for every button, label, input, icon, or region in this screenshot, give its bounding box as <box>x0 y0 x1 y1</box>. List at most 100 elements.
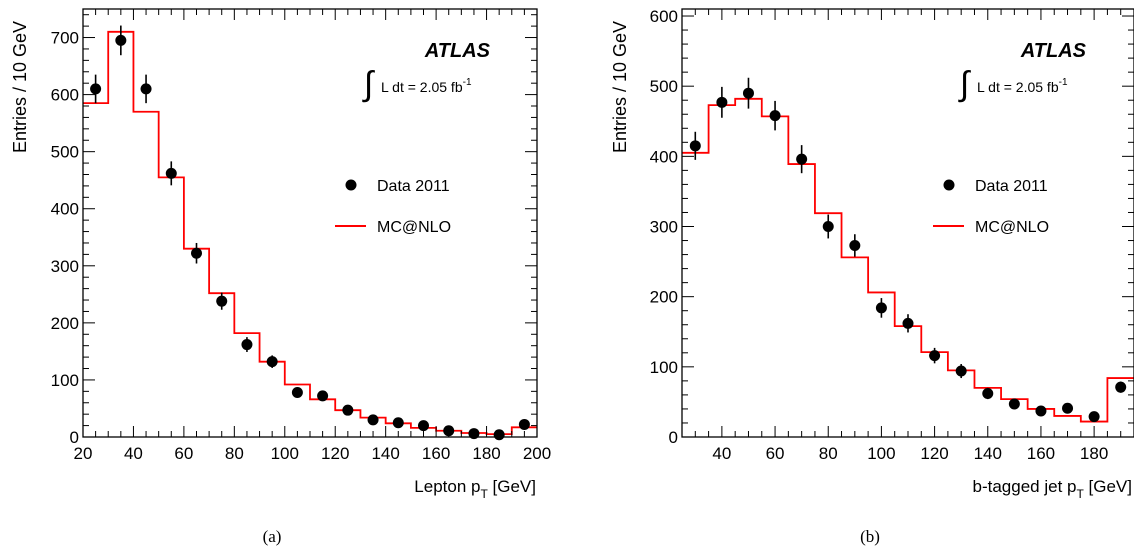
xlabel-b-sub: T <box>1076 487 1084 501</box>
data-point-b <box>1008 398 1020 410</box>
panel-label-a: (a) <box>263 527 282 546</box>
legend-data-marker-b <box>943 179 955 191</box>
data-point-b <box>689 140 701 152</box>
data-point-a <box>367 414 379 426</box>
xlabel-b-main: b-tagged jet p <box>973 477 1077 496</box>
x-tick-label-b: 120 <box>920 444 948 463</box>
lumi-text-a: L dt = 2.05 fb-1 <box>381 77 472 95</box>
y-tick-label-a: 700 <box>51 29 79 48</box>
data-point-b <box>742 87 754 99</box>
x-tick-label-a: 80 <box>225 444 244 463</box>
y-tick-label-b: 300 <box>650 218 678 237</box>
experiment-label-b: ATLAS <box>1020 40 1087 62</box>
xlabel-b: b-tagged jet pT [GeV] <box>973 477 1133 501</box>
x-tick-label-b: 80 <box>819 444 838 463</box>
data-point-b <box>1088 411 1100 423</box>
legend-mc-label-b: MC@NLO <box>975 219 1049 236</box>
data-point-b <box>1062 402 1074 414</box>
xlabel-a: Lepton pT [GeV] <box>414 477 536 501</box>
x-tick-label-a: 160 <box>422 444 450 463</box>
panel-a: 20 40 60 80 100 120 140 160 180 200 0 100 200 300 400 5… <box>10 8 551 546</box>
x-tick-label-a: 100 <box>271 444 299 463</box>
data-point-b <box>1115 381 1127 393</box>
legend-mc-label-a: MC@NLO <box>377 219 451 236</box>
integral-sign-a: ∫ <box>362 65 375 103</box>
data-point-b <box>769 110 781 122</box>
x-tick-label-a: 200 <box>523 444 551 463</box>
data-point-b <box>796 153 808 165</box>
data-point-a <box>90 83 102 95</box>
data-point-a <box>518 418 530 430</box>
mc-step-b <box>682 97 1134 423</box>
y-tick-label-b: 100 <box>650 358 678 377</box>
data-point-b <box>1035 405 1047 417</box>
plot-frame-b <box>681 8 1134 438</box>
legend-a: Data 2011 MC@NLO <box>335 178 451 236</box>
experiment-label-a: ATLAS <box>424 40 491 62</box>
plot-area-b: 40 60 80 100 120 140 160 180 0 100 200 300 400 500 600 <box>650 7 1134 463</box>
y-tick-label-b: 200 <box>650 288 678 307</box>
legend-data-marker-a <box>345 179 357 191</box>
x-tick-label-b: 160 <box>1027 444 1055 463</box>
x-tick-label-b: 40 <box>712 444 731 463</box>
data-point-b <box>849 239 861 251</box>
lumi-text-b: L dt = 2.05 fb-1 <box>977 77 1068 95</box>
data-point-a <box>342 404 354 416</box>
legend-data-label-b: Data 2011 <box>975 178 1048 195</box>
x-tick-label-a: 40 <box>124 444 143 463</box>
data-point-b <box>982 387 994 399</box>
panel-b: 40 60 80 100 120 140 160 180 0 100 200 300 400 500 600… <box>610 7 1134 546</box>
data-point-a <box>266 356 278 368</box>
x-tick-label-b: 180 <box>1080 444 1108 463</box>
y-tick-label-b: 0 <box>669 428 678 447</box>
y-tick-label-b: 400 <box>650 147 678 166</box>
x-tick-label-a: 120 <box>321 444 349 463</box>
lumi-label-a: ∫ L dt = 2.05 fb-1 <box>362 65 472 103</box>
data-point-b <box>929 350 941 362</box>
x-tick-label-b: 100 <box>867 444 895 463</box>
plot-area-a: 20 40 60 80 100 120 140 160 180 200 0 100 200 300 400 5… <box>51 8 551 463</box>
y-tick-label-a: 100 <box>51 371 79 390</box>
x-tick-label-a: 60 <box>174 444 193 463</box>
y-tick-label-a: 600 <box>51 86 79 105</box>
data-point-a <box>392 417 404 429</box>
data-point-a <box>418 420 429 432</box>
integral-sign-b: ∫ <box>958 65 971 103</box>
y-tick-label-b: 600 <box>650 7 678 26</box>
xlabel-a-main: Lepton p <box>414 477 480 496</box>
data-point-a <box>291 386 303 398</box>
ylabel-a: Entries / 10 GeV <box>10 21 30 153</box>
data-point-a <box>191 247 202 259</box>
data-point-a <box>317 390 329 402</box>
data-point-b <box>875 302 887 314</box>
x-tick-label-a: 20 <box>74 444 93 463</box>
x-tick-label-b: 60 <box>766 444 785 463</box>
plot-frame-a <box>82 8 538 438</box>
mc-step-a <box>83 30 537 436</box>
data-point-a <box>165 167 177 179</box>
y-tick-label-a: 300 <box>51 257 79 276</box>
ylabel-b: Entries / 10 GeV <box>610 21 630 153</box>
panel-label-b: (b) <box>860 527 880 546</box>
y-tick-label-a: 200 <box>51 314 79 333</box>
data-point-a <box>443 425 455 437</box>
data-point-b <box>955 365 967 377</box>
x-tick-label-a: 140 <box>371 444 399 463</box>
data-point-a <box>241 339 253 351</box>
data-point-a <box>216 295 228 307</box>
xlabel-a-sub: T <box>480 487 488 501</box>
xlabel-b-unit: [GeV] <box>1084 477 1132 496</box>
y-tick-label-b: 500 <box>650 77 678 96</box>
lumi-label-b: ∫ L dt = 2.05 fb-1 <box>958 65 1068 103</box>
y-tick-label-a: 400 <box>51 200 79 219</box>
x-tick-label-b: 140 <box>974 444 1002 463</box>
data-point-a <box>115 34 127 46</box>
y-tick-label-a: 0 <box>70 428 79 447</box>
data-point-b <box>822 221 834 233</box>
xlabel-a-unit: [GeV] <box>488 477 536 496</box>
legend-data-label-a: Data 2011 <box>377 178 450 195</box>
x-tick-label-a: 180 <box>472 444 500 463</box>
data-point-a <box>140 83 152 95</box>
legend-b: Data 2011 MC@NLO <box>933 178 1049 236</box>
